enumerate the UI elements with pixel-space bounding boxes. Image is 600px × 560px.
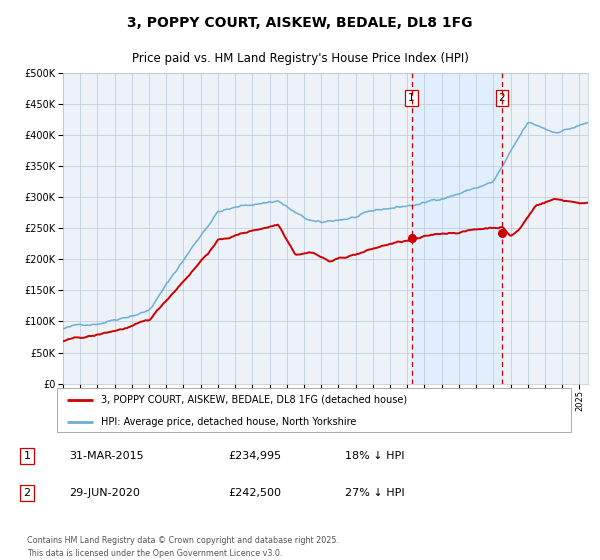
Text: Price paid vs. HM Land Registry's House Price Index (HPI): Price paid vs. HM Land Registry's House …: [131, 53, 469, 66]
Text: 31-MAR-2015: 31-MAR-2015: [69, 451, 143, 461]
Text: 18% ↓ HPI: 18% ↓ HPI: [345, 451, 404, 461]
FancyBboxPatch shape: [56, 388, 571, 432]
Text: 1: 1: [408, 92, 415, 102]
Text: 2: 2: [499, 92, 505, 102]
Text: £242,500: £242,500: [228, 488, 281, 498]
Text: 3, POPPY COURT, AISKEW, BEDALE, DL8 1FG: 3, POPPY COURT, AISKEW, BEDALE, DL8 1FG: [127, 16, 473, 30]
Text: 3, POPPY COURT, AISKEW, BEDALE, DL8 1FG (detached house): 3, POPPY COURT, AISKEW, BEDALE, DL8 1FG …: [101, 395, 407, 405]
Text: Contains HM Land Registry data © Crown copyright and database right 2025.
This d: Contains HM Land Registry data © Crown c…: [27, 536, 339, 558]
Text: 29-JUN-2020: 29-JUN-2020: [69, 488, 140, 498]
Text: 27% ↓ HPI: 27% ↓ HPI: [345, 488, 404, 498]
Text: £234,995: £234,995: [228, 451, 281, 461]
Text: 2: 2: [23, 488, 31, 498]
Text: HPI: Average price, detached house, North Yorkshire: HPI: Average price, detached house, Nort…: [101, 417, 356, 427]
Bar: [412, 73, 502, 384]
Text: 1: 1: [23, 451, 31, 461]
